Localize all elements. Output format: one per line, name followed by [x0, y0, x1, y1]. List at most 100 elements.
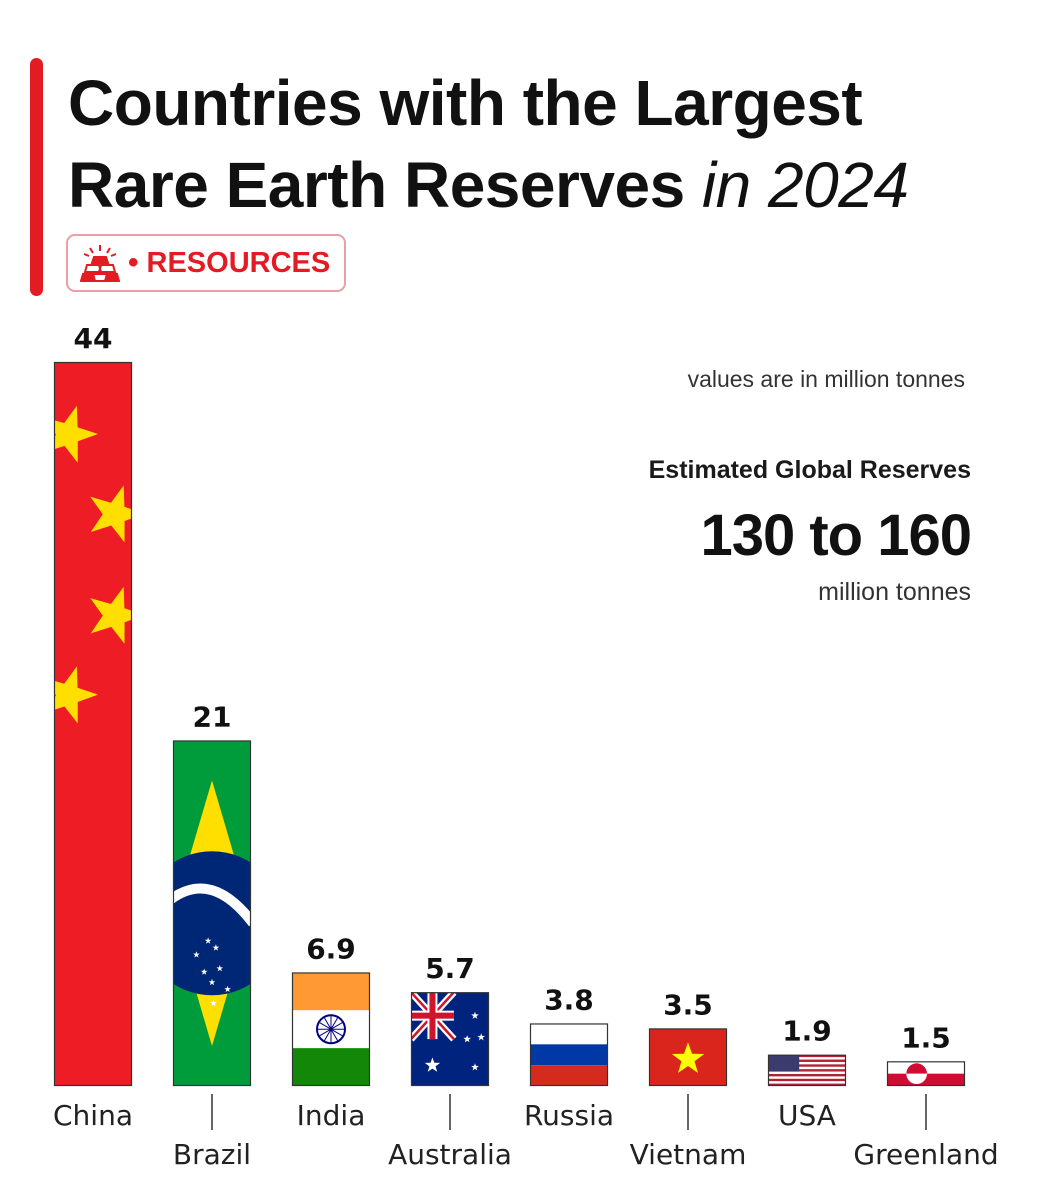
- usa-stripe: [768, 1059, 846, 1063]
- title-accent-bar: [30, 58, 43, 296]
- southern-cross-star: [471, 1063, 479, 1071]
- badge-label: RESOURCES: [146, 246, 331, 279]
- resources-badge: • RESOURCES: [66, 234, 347, 292]
- china-flag-star: [54, 405, 98, 463]
- india-green: [292, 1048, 370, 1086]
- usa-stripe: [768, 1061, 846, 1065]
- chakra-spoke: [330, 1022, 343, 1030]
- brazil-globe: [173, 851, 251, 996]
- title-line-2-light: in 2024: [701, 149, 909, 221]
- chakra-spoke: [319, 1028, 332, 1037]
- greenland-red: [887, 1073, 965, 1086]
- bar-value-label: 6.9: [306, 932, 356, 965]
- bar-value-label: 44: [74, 322, 113, 355]
- bar-value-label: 1.5: [901, 1021, 951, 1054]
- estimate-label: Estimated Global Reserves: [648, 456, 971, 484]
- bar-outline: [53, 361, 133, 1087]
- brazil-flag-star: [204, 937, 212, 944]
- usa-stripe: [768, 1066, 846, 1070]
- usa-stripe: [768, 1057, 846, 1060]
- bar-australia: [411, 992, 489, 1086]
- gold-bars-icon: [80, 243, 120, 283]
- southern-cross-star: [463, 1035, 471, 1043]
- category-label: China: [53, 1099, 133, 1132]
- bar-outline: [886, 1061, 966, 1087]
- bar-outline: [291, 972, 371, 1087]
- bar-value-label: 3.8: [544, 983, 594, 1016]
- russia-red: [530, 1065, 608, 1086]
- category-label: USA: [778, 1099, 836, 1132]
- category-label: Vietnam: [630, 1138, 747, 1171]
- bar-value-label: 1.9: [782, 1015, 832, 1048]
- usa-stripe: [768, 1076, 846, 1079]
- bar-outline: [648, 1028, 728, 1087]
- brazil-band: [173, 883, 251, 927]
- title-line-2-bold: Rare Earth Reserves: [68, 149, 685, 221]
- china-flag-star: [54, 666, 98, 724]
- bar-china: [54, 362, 132, 1086]
- usa-stripe: [768, 1064, 846, 1067]
- estimate-value: 130 to 160: [700, 503, 972, 568]
- category-label: India: [297, 1099, 366, 1132]
- southern-cross-star: [471, 1011, 479, 1019]
- chakra-spoke: [330, 1028, 338, 1041]
- units-note: values are in million tonnes: [687, 366, 965, 392]
- southern-cross-star: [477, 1033, 485, 1041]
- bar-value-label: 21: [193, 700, 232, 733]
- greenland-disc-bottom: [906, 1073, 928, 1085]
- brazil-flag-star: [210, 999, 217, 1006]
- brazil-flag-star: [193, 951, 200, 958]
- brazil-flag-star: [216, 965, 224, 972]
- bar-outline: [410, 992, 490, 1087]
- china-flag-star: [90, 485, 132, 543]
- greenland-white: [887, 1061, 965, 1074]
- page-title: Countries with the Largest Rare Earth Re…: [68, 62, 1018, 226]
- usa-stripe: [768, 1073, 846, 1077]
- bar-india: [292, 972, 370, 1086]
- bar-russia: [530, 1023, 608, 1086]
- bar-outline: [529, 1023, 609, 1087]
- bar-usa: [768, 1054, 846, 1086]
- category-label: Greenland: [853, 1138, 998, 1171]
- cross-red: [411, 1012, 454, 1019]
- china-flag-star: [90, 586, 132, 644]
- brazil-flag-star: [208, 978, 216, 986]
- category-label: Brazil: [173, 1138, 251, 1171]
- chakra-spoke: [330, 1017, 338, 1030]
- russia-blue: [530, 1044, 608, 1066]
- greenland-disc-top: [906, 1063, 928, 1074]
- bar-outline: [172, 740, 252, 1087]
- bar-value-label: 5.7: [425, 952, 475, 985]
- chakra-spoke: [324, 1028, 332, 1041]
- bar-brazil: [173, 740, 251, 1086]
- category-label: Australia: [388, 1138, 512, 1171]
- chakra-spoke: [330, 1028, 343, 1037]
- usa-stripe: [768, 1069, 846, 1072]
- bar-vietnam: [649, 1028, 727, 1086]
- brazil-flag-star: [200, 968, 208, 975]
- badge-dot: •: [128, 246, 139, 279]
- usa-stripe: [768, 1081, 846, 1084]
- bar-value-label: 3.5: [663, 988, 713, 1021]
- brazil-flag-star: [224, 985, 231, 993]
- india-chakra: [316, 1014, 346, 1045]
- vietnam-flag-star: [671, 1042, 705, 1073]
- commonwealth-star: [424, 1057, 441, 1072]
- usa-canton: [768, 1054, 800, 1072]
- chakra-spoke: [324, 1017, 332, 1030]
- chakra-spoke: [319, 1022, 332, 1030]
- brazil-flag-star: [212, 944, 220, 951]
- usa-stripe: [768, 1078, 846, 1082]
- bar-outline: [767, 1054, 847, 1087]
- category-label: Russia: [524, 1099, 614, 1132]
- usa-stripe: [768, 1071, 846, 1075]
- title-line-1: Countries with the Largest: [68, 67, 863, 139]
- flag-field: [54, 362, 132, 1086]
- estimate-unit: million tonnes: [818, 578, 971, 606]
- india-saffron: [292, 972, 370, 1011]
- russia-white: [530, 1023, 608, 1045]
- usa-stripe: [768, 1083, 846, 1086]
- usa-stripe: [768, 1054, 846, 1058]
- bar-greenland: [887, 1061, 965, 1086]
